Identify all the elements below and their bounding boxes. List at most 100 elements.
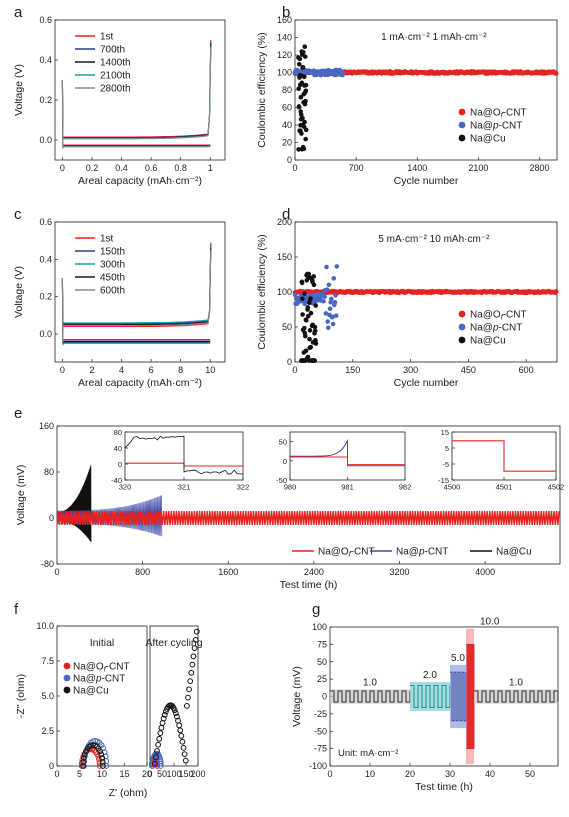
data-point	[303, 88, 309, 94]
x-tick-label: 0.4	[115, 163, 128, 173]
data-point	[298, 94, 304, 100]
data-point	[187, 678, 194, 685]
y-tick-label: 160	[277, 15, 292, 25]
data-point	[340, 70, 346, 76]
legend-marker	[63, 662, 71, 670]
data-point	[97, 748, 103, 755]
y-tick-label: 40	[114, 444, 122, 453]
inset-series-line	[290, 438, 405, 467]
data-point	[103, 763, 110, 769]
series-line	[56, 511, 560, 525]
series-line	[61, 277, 211, 345]
y-axis-title: Coulombic efficiency (%)	[256, 234, 268, 349]
y-axis-title: Coulombic efficiency (%)	[256, 32, 268, 147]
series-line	[62, 242, 212, 328]
legend-label: Na@Of-CNT	[470, 108, 527, 120]
x-tick-label: 700	[349, 163, 364, 173]
y-tick-label: 100	[312, 622, 327, 632]
data-point	[326, 325, 331, 331]
y-tick-label: 0.4	[39, 254, 52, 264]
data-point	[329, 296, 334, 302]
series-line	[62, 43, 212, 139]
x-tick-label: 0	[292, 365, 297, 375]
data-point	[161, 711, 168, 718]
data-point	[80, 759, 87, 765]
x-tick-label: 2800	[530, 163, 550, 173]
legend-label: Na@Of-CNT	[73, 662, 130, 674]
x-tick-label: 1400	[407, 163, 427, 173]
panel-letter: e	[14, 405, 22, 422]
legend-label: Na@Cu	[73, 686, 109, 697]
data-point	[172, 710, 179, 716]
data-point	[301, 146, 307, 152]
rate-series-line	[330, 690, 411, 703]
y-tick-label: 0	[287, 155, 292, 165]
y-tick-label: -25	[314, 709, 327, 719]
data-point	[324, 264, 329, 270]
legend-label: 600th	[100, 286, 125, 297]
data-point	[100, 763, 106, 769]
data-point	[323, 311, 329, 316]
data-point	[311, 274, 317, 279]
data-point	[189, 661, 196, 668]
series-line	[61, 79, 211, 149]
data-point	[156, 735, 163, 742]
data-point	[308, 296, 313, 301]
legend-label: Na@p-CNT	[470, 323, 522, 334]
data-point	[296, 61, 302, 67]
y-tick-label: 0	[118, 460, 122, 469]
x-tick-label: 2100	[468, 163, 488, 173]
series-line	[61, 277, 211, 343]
x-tick-label: 1	[208, 163, 213, 173]
chart-annotation: 1 mA·cm⁻² 1 mAh·cm⁻²	[381, 32, 487, 43]
legend-label: 2800th	[100, 84, 131, 95]
x-axis-title: Test time (h)	[415, 781, 473, 793]
inset-series-line	[452, 440, 556, 472]
panel-letter: b	[282, 4, 290, 21]
data-point	[312, 328, 318, 334]
x-tick-label: 0	[54, 769, 59, 779]
x-tick-label: 0	[60, 163, 65, 173]
y-axis-title: Voltage (mV)	[15, 465, 27, 526]
x-tick-label: 0	[54, 567, 59, 577]
x-tick-label: 800	[135, 567, 150, 577]
legend-marker	[63, 674, 71, 682]
data-point	[305, 305, 311, 310]
panel-letter: f	[14, 601, 19, 618]
panel-letter: g	[312, 601, 320, 618]
data-point	[303, 136, 308, 142]
data-point	[306, 271, 312, 277]
y-tick-label: 2.5	[41, 726, 54, 736]
plot-frame	[54, 221, 226, 363]
data-point	[313, 341, 319, 346]
y-tick-label: 100	[277, 287, 292, 297]
data-point	[304, 318, 309, 323]
data-point	[553, 289, 559, 294]
inset-series-line	[124, 435, 244, 475]
data-point	[299, 131, 304, 136]
x-tick-label: 980	[284, 483, 297, 492]
x-tick-label: 300	[403, 365, 418, 375]
x-tick-label: 100	[166, 769, 181, 779]
y-tick-label: 140	[277, 33, 292, 43]
x-tick-label: 150	[178, 769, 193, 779]
data-point	[322, 294, 327, 299]
data-point	[312, 324, 318, 330]
x-tick-label: 0	[327, 769, 332, 779]
series-line	[61, 79, 211, 148]
data-point	[313, 303, 318, 308]
legend-label: 150th	[100, 247, 125, 258]
rate-series-line	[410, 684, 451, 709]
y-tick-label: 50	[317, 657, 327, 667]
y-tick-label: 0	[283, 457, 287, 466]
data-point	[157, 760, 164, 767]
data-point	[176, 722, 183, 729]
y-tick-label: 0	[287, 357, 292, 367]
data-point	[192, 636, 199, 643]
data-point	[180, 744, 187, 751]
x-tick-label: 600	[519, 365, 534, 375]
x-tick-label: 4500	[444, 483, 461, 492]
rate-label: 1.0	[509, 677, 523, 688]
y-tick-label: 200	[277, 217, 292, 227]
data-point	[300, 64, 306, 70]
